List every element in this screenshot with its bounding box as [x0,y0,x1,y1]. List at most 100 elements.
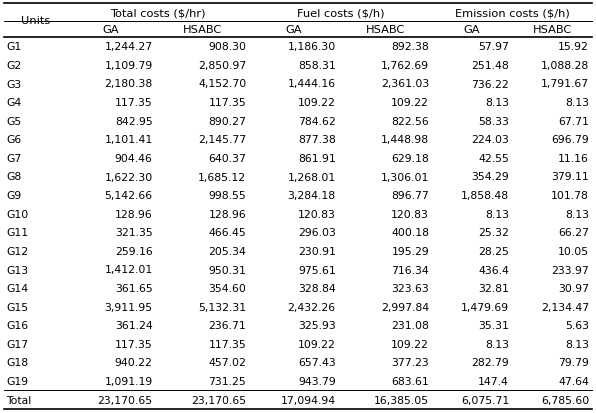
Text: 1,791.67: 1,791.67 [541,79,589,89]
Text: 120.83: 120.83 [391,209,429,219]
Text: 629.18: 629.18 [392,154,429,164]
Text: 236.71: 236.71 [209,320,246,330]
Text: 117.35: 117.35 [209,98,246,108]
Text: 736.22: 736.22 [471,79,509,89]
Text: G19: G19 [6,376,28,386]
Text: 58.33: 58.33 [478,116,509,126]
Text: 328.84: 328.84 [298,283,336,293]
Text: 696.79: 696.79 [551,135,589,145]
Text: 2,997.84: 2,997.84 [381,302,429,312]
Text: G13: G13 [6,265,28,275]
Text: GA: GA [464,25,480,35]
Text: 35.31: 35.31 [478,320,509,330]
Text: 998.55: 998.55 [209,191,246,201]
Text: G12: G12 [6,246,28,256]
Text: 950.31: 950.31 [209,265,246,275]
Text: 79.79: 79.79 [558,358,589,368]
Text: 230.91: 230.91 [298,246,336,256]
Text: 321.35: 321.35 [115,228,153,238]
Text: 323.63: 323.63 [392,283,429,293]
Text: 8.13: 8.13 [485,209,509,219]
Text: 1,622.30: 1,622.30 [104,172,153,182]
Text: 28.25: 28.25 [478,246,509,256]
Text: 57.97: 57.97 [478,42,509,52]
Text: 1,088.28: 1,088.28 [541,61,589,71]
Text: G3: G3 [6,79,21,89]
Text: G4: G4 [6,98,21,108]
Text: G11: G11 [6,228,28,238]
Text: 224.03: 224.03 [471,135,509,145]
Text: 101.78: 101.78 [551,191,589,201]
Text: 195.29: 195.29 [392,246,429,256]
Text: G16: G16 [6,320,28,330]
Text: Total: Total [6,395,31,405]
Text: 1,306.01: 1,306.01 [381,172,429,182]
Text: 4,152.70: 4,152.70 [198,79,246,89]
Text: 2,134.47: 2,134.47 [541,302,589,312]
Text: 1,101.41: 1,101.41 [104,135,153,145]
Text: 2,145.77: 2,145.77 [198,135,246,145]
Text: 1,685.12: 1,685.12 [198,172,246,182]
Text: 2,361.03: 2,361.03 [381,79,429,89]
Text: 2,180.38: 2,180.38 [104,79,153,89]
Text: 109.22: 109.22 [298,339,336,349]
Text: 8.13: 8.13 [565,209,589,219]
Text: 361.65: 361.65 [115,283,153,293]
Text: 861.91: 861.91 [298,154,336,164]
Text: 400.18: 400.18 [391,228,429,238]
Text: 8.13: 8.13 [565,98,589,108]
Text: 2,850.97: 2,850.97 [198,61,246,71]
Text: 896.77: 896.77 [392,191,429,201]
Text: 5,132.31: 5,132.31 [198,302,246,312]
Text: 1,268.01: 1,268.01 [287,172,336,182]
Text: 1,858.48: 1,858.48 [461,191,509,201]
Text: 1,244.27: 1,244.27 [105,42,153,52]
Text: 354.60: 354.60 [209,283,246,293]
Text: 23,170.65: 23,170.65 [98,395,153,405]
Text: 1,109.79: 1,109.79 [104,61,153,71]
Text: 354.29: 354.29 [471,172,509,182]
Text: 379.11: 379.11 [551,172,589,182]
Text: 822.56: 822.56 [392,116,429,126]
Text: 109.22: 109.22 [391,98,429,108]
Text: G1: G1 [6,42,21,52]
Text: 66.27: 66.27 [558,228,589,238]
Text: 23,170.65: 23,170.65 [191,395,246,405]
Text: 120.83: 120.83 [298,209,336,219]
Text: G2: G2 [6,61,21,71]
Text: 25.32: 25.32 [478,228,509,238]
Text: 1,444.16: 1,444.16 [287,79,336,89]
Text: 1,091.19: 1,091.19 [104,376,153,386]
Text: 943.79: 943.79 [298,376,336,386]
Text: 657.43: 657.43 [298,358,336,368]
Text: 3,911.95: 3,911.95 [105,302,153,312]
Text: 908.30: 908.30 [208,42,246,52]
Text: 16,385.05: 16,385.05 [374,395,429,405]
Text: 47.64: 47.64 [558,376,589,386]
Text: GA: GA [103,25,119,35]
Text: 5,142.66: 5,142.66 [105,191,153,201]
Text: 8.13: 8.13 [485,339,509,349]
Text: 67.71: 67.71 [558,116,589,126]
Text: G7: G7 [6,154,21,164]
Text: 858.31: 858.31 [298,61,336,71]
Text: 109.22: 109.22 [391,339,429,349]
Text: 377.23: 377.23 [392,358,429,368]
Text: 231.08: 231.08 [391,320,429,330]
Text: 11.16: 11.16 [558,154,589,164]
Text: 30.97: 30.97 [558,283,589,293]
Text: 325.93: 325.93 [298,320,336,330]
Text: 716.34: 716.34 [392,265,429,275]
Text: 8.13: 8.13 [565,339,589,349]
Text: G9: G9 [6,191,21,201]
Text: 117.35: 117.35 [115,98,153,108]
Text: 975.61: 975.61 [298,265,336,275]
Text: 128.96: 128.96 [209,209,246,219]
Text: 1,412.01: 1,412.01 [104,265,153,275]
Text: 1,762.69: 1,762.69 [381,61,429,71]
Text: 8.13: 8.13 [485,98,509,108]
Text: 3,284.18: 3,284.18 [287,191,336,201]
Text: 2,432.26: 2,432.26 [287,302,336,312]
Text: G5: G5 [6,116,21,126]
Text: G6: G6 [6,135,21,145]
